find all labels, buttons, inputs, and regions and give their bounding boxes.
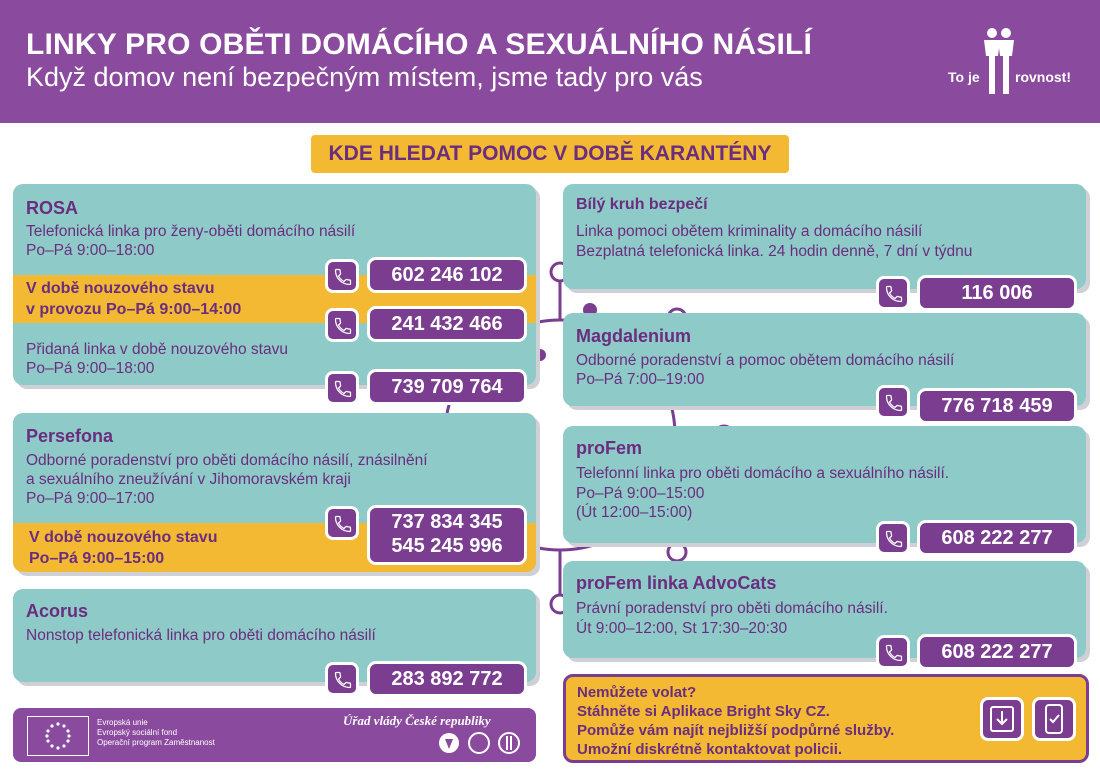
card-hours: Út 9:00–12:00, St 17:30–20:30 xyxy=(576,620,788,637)
emergency-hours: v provozu Po–Pá 9:00–14:00 xyxy=(26,301,242,318)
card-hours: Po–Pá 7:00–19:00 xyxy=(576,371,705,388)
card-title: Magdalenium xyxy=(576,326,692,346)
phone-number[interactable]: 116 006 xyxy=(917,275,1077,311)
bright-sky-box: Nemůžete volat? Stáhněte si Aplikace Bri… xyxy=(563,674,1089,763)
download-app-icon[interactable] xyxy=(980,697,1024,741)
card-extra-line: Přidaná linka v době nouzového stavu xyxy=(26,341,288,358)
phone-icon[interactable] xyxy=(325,371,359,405)
card-title: ROSA xyxy=(26,198,79,218)
emergency-label: V době nouzového stavu xyxy=(26,280,215,297)
card-title: proFem xyxy=(576,438,643,458)
card-hours: Po–Pá 9:00–18:00 xyxy=(26,242,155,259)
phone-icon[interactable] xyxy=(876,521,910,555)
phone-icon[interactable] xyxy=(325,308,359,342)
header: LINKY PRO OBĚTI DOMÁCÍHO A SEXUÁLNÍHO NÁ… xyxy=(0,0,1100,123)
bright-sky-text: Nemůžete volat? Stáhněte si Aplikace Bri… xyxy=(577,683,894,759)
card-description: Telefonická linka pro ženy-oběti domácíh… xyxy=(26,223,356,240)
card-profem: proFem Telefonní linka pro oběti domácíh… xyxy=(563,426,1086,543)
emergency-hours: Po–Pá 9:00–15:00 xyxy=(29,550,165,567)
section-banner: KDE HLEDAT POMOC V DOBĚ KARANTÉNY xyxy=(311,135,789,173)
phone-number[interactable]: 608 222 277 xyxy=(917,520,1077,556)
card-extra-hours: Po–Pá 9:00–18:00 xyxy=(26,360,155,377)
page-subtitle: Když domov není bezpečným místem, jsme t… xyxy=(26,62,703,92)
card-acorus: Acorus Nonstop telefonická linka pro obě… xyxy=(13,589,536,682)
eu-text: Evropská unie Evropský sociální fond Ope… xyxy=(97,718,215,748)
phone-number[interactable]: 737 834 345 xyxy=(391,511,503,533)
eu-line: Evropská unie xyxy=(97,718,148,727)
card-description-2: a sexuálního zneužívání v Jihomoravském … xyxy=(26,471,351,488)
card-description: Nonstop telefonická linka pro oběti domá… xyxy=(26,627,376,644)
card-hours-2: (Út 12:00–15:00) xyxy=(576,504,693,521)
mobile-app-icon[interactable] xyxy=(1032,697,1076,741)
eu-flag-icon xyxy=(27,716,89,756)
bright-sky-line: Stáhněte si Aplikace Bright Sky CZ. xyxy=(577,703,830,720)
card-description: Odborné poradenství a pomoc obětem domác… xyxy=(576,352,955,369)
people-icon xyxy=(984,28,1014,94)
phone-icon[interactable] xyxy=(876,385,910,419)
card-description: Linka pomoci obětem kriminality a domácí… xyxy=(576,223,923,240)
eu-line: Operační program Zaměstnanost xyxy=(97,738,215,747)
page-title: LINKY PRO OBĚTI DOMÁCÍHO A SEXUÁLNÍHO NÁ… xyxy=(26,28,813,61)
card-advocats: proFem linka AdvoCats Právní poradenství… xyxy=(563,561,1086,658)
phone-icon[interactable] xyxy=(876,635,910,669)
bright-sky-line: Pomůže vám najít nejbližší podpůrné služ… xyxy=(577,722,895,739)
bright-sky-line: Umožní diskrétně kontaktovat policii. xyxy=(577,741,843,758)
government-name: Úřad vlády České republiky xyxy=(343,713,491,728)
card-title: proFem linka AdvoCats xyxy=(576,573,777,593)
card-description: Právní poradenství pro oběti domácího ná… xyxy=(576,600,888,617)
phone-icon[interactable] xyxy=(325,259,359,293)
card-description-2: Bezplatná telefonická linka. 24 hodin de… xyxy=(576,243,973,260)
card-title: Acorus xyxy=(26,601,89,621)
phone-number[interactable]: 602 246 102 xyxy=(367,257,527,293)
equality-logo: To je rovnost! xyxy=(945,26,1085,96)
bright-sky-heading: Nemůžete volat? xyxy=(577,684,697,701)
eu-line: Evropský sociální fond xyxy=(97,728,178,737)
government-emblems xyxy=(439,732,520,754)
logo-text-right: rovnost! xyxy=(1015,69,1071,85)
card-title: Bílý kruh bezpečí xyxy=(576,196,708,213)
phone-icon[interactable] xyxy=(325,506,359,540)
phone-number[interactable]: 283 892 772 xyxy=(367,661,527,697)
card-hours: Po–Pá 9:00–15:00 xyxy=(576,485,705,502)
emergency-label: V době nouzového stavu xyxy=(29,529,218,546)
footer-funding: Evropská unie Evropský sociální fond Ope… xyxy=(13,708,536,762)
phone-number[interactable]: 739 709 764 xyxy=(367,369,527,405)
card-magdalenium: Magdalenium Odborné poradenství a pomoc … xyxy=(563,313,1086,406)
phone-number[interactable]: 608 222 277 xyxy=(917,634,1077,670)
card-hours: Po–Pá 9:00–17:00 xyxy=(26,490,155,507)
card-bily-kruh: Bílý kruh bezpečí Linka pomoci obětem kr… xyxy=(563,184,1086,289)
card-description: Odborné poradenství pro oběti domácího n… xyxy=(26,452,428,469)
phone-number[interactable]: 776 718 459 xyxy=(917,388,1077,424)
card-description: Telefonní linka pro oběti domácího a sex… xyxy=(576,465,950,482)
emergency-strip: V době nouzového stavu v provozu Po–Pá 9… xyxy=(13,275,536,323)
phone-number-pair[interactable]: 737 834 345 545 245 996 xyxy=(367,505,527,565)
phone-number[interactable]: 241 432 466 xyxy=(367,306,527,342)
card-title: Persefona xyxy=(26,426,114,446)
phone-icon[interactable] xyxy=(325,662,359,696)
logo-text-left: To je xyxy=(948,69,980,85)
phone-number[interactable]: 545 245 996 xyxy=(391,535,503,557)
phone-icon[interactable] xyxy=(876,276,910,310)
